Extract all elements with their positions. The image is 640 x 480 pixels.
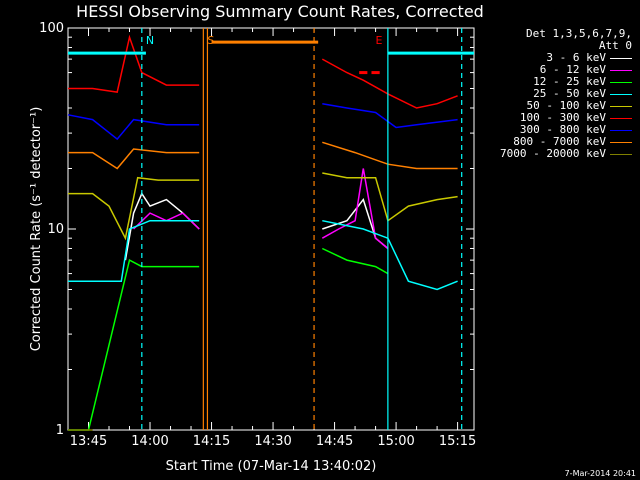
legend-entry: 800 - 7000 keV (482, 136, 632, 148)
y-tick-label: 1 (56, 423, 64, 438)
legend-swatch (610, 69, 632, 71)
x-tick-label: 14:15 (193, 434, 230, 449)
y-tick-label: 10 (47, 222, 64, 237)
legend-swatch (610, 105, 632, 107)
x-tick-label: 14:30 (254, 434, 291, 449)
series-line (68, 247, 389, 431)
legend: Det 1,3,5,6,7,9, Att 0 3 - 6 keV 6 - 12 k… (482, 28, 632, 160)
legend-entry-label: 6 - 12 keV (539, 63, 606, 76)
series-line (68, 141, 458, 170)
legend-header-line1: Det 1,3,5,6,7,9, (526, 27, 632, 40)
legend-swatch (610, 117, 632, 119)
legend-entry-label: 300 - 800 keV (519, 123, 606, 136)
legend-swatch (610, 93, 632, 95)
legend-swatch (610, 57, 632, 59)
legend-entry: 3 - 6 keV (482, 52, 632, 64)
legend-entry-label: 7000 - 20000 keV (500, 147, 606, 160)
series-line (124, 192, 389, 261)
legend-swatch (610, 81, 632, 83)
event-annotation: N (146, 34, 154, 47)
legend-rows: 3 - 6 keV 6 - 12 keV 12 - 25 keV 25 - 50 ke… (482, 52, 632, 160)
chart-title: HESSI Observing Summary Count Rates, Cor… (76, 2, 484, 21)
legend-entry-label: 12 - 25 keV (533, 75, 606, 88)
legend-swatch (610, 153, 632, 155)
series-line (68, 34, 458, 109)
legend-entry-label: 800 - 7000 keV (513, 135, 606, 148)
legend-entry-label: 100 - 300 keV (519, 111, 606, 124)
series-line (68, 219, 458, 291)
y-tick-label: 100 (39, 21, 64, 36)
x-tick-label: 15:15 (439, 434, 476, 449)
legend-header-line2: Att 0 (598, 39, 632, 52)
x-tick-label: 14:00 (131, 434, 168, 449)
x-tick-label: 15:00 (377, 434, 414, 449)
legend-entry: 300 - 800 keV (482, 124, 632, 136)
chart-plot: 1 10 100 13:45 14:00 14:15 14:30 14:45 15:00 15:1… (29, 21, 476, 474)
x-axis-label: Start Time (07-Mar-14 13:40:02) (166, 459, 377, 474)
event-annotation: S (207, 34, 214, 47)
legend-swatch (610, 129, 632, 131)
legend-swatch (610, 141, 632, 143)
event-annotation: E (375, 34, 382, 47)
legend-entry: 12 - 25 keV (482, 76, 632, 88)
x-tick-label: 14:45 (316, 434, 353, 449)
series-line (68, 172, 458, 241)
legend-entry: 6 - 12 keV (482, 64, 632, 76)
legend-entry: 25 - 50 keV (482, 88, 632, 100)
legend-entry: 7000 - 20000 keV (482, 148, 632, 160)
legend-entry-label: 50 - 100 keV (526, 99, 606, 112)
legend-entry-label: 25 - 50 keV (533, 87, 606, 100)
timestamp: 7-Mar-2014 20:41 (564, 469, 636, 478)
series-line (67, 102, 458, 141)
y-axis-label: Corrected Count Rate (s⁻¹ detector⁻¹) (29, 107, 44, 352)
legend-entry-label: 3 - 6 keV (546, 51, 606, 64)
x-tick-label: 13:45 (70, 434, 107, 449)
legend-entry: 50 - 100 keV (482, 100, 632, 112)
legend-entry: 100 - 300 keV (482, 112, 632, 124)
